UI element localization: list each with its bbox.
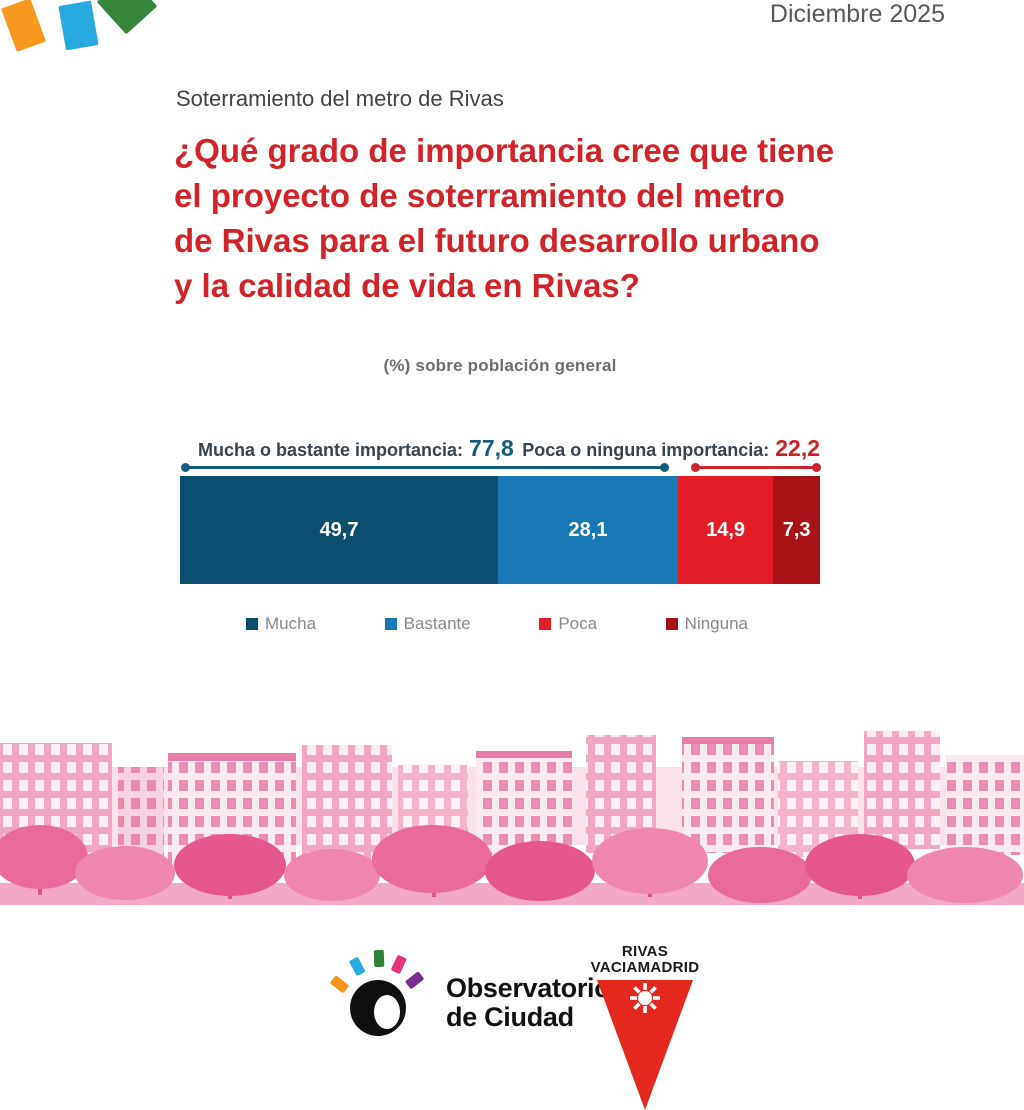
group-label: Poca o ninguna importancia:: [522, 440, 770, 460]
segment-value: 49,7: [319, 518, 359, 541]
legend-label: Poca: [558, 614, 598, 633]
group-label: Mucha o bastante importancia:: [198, 440, 464, 460]
confetti-orange-icon: [1, 0, 46, 52]
confetti-blue-icon: [58, 0, 99, 51]
bracket-mucha-bastante: [181, 463, 669, 472]
legend-swatch-ninguna: [665, 618, 678, 630]
question-title-line: de Rivas para el futuro desarrollo urban…: [174, 222, 820, 259]
bar: 49,7 28,1 14,9 7,3: [180, 476, 820, 584]
rivas-logo: RIVAS VACIAMADRID: [584, 944, 706, 1110]
observatorio-line1: Observatorio: [446, 973, 611, 1003]
group-value: 22,2: [775, 435, 820, 461]
legend-item-ninguna: Ninguna: [665, 614, 748, 634]
bracket-poca-ninguna: [690, 463, 822, 472]
rivas-line1: RIVAS: [621, 943, 669, 960]
rivas-wordmark: RIVAS VACIAMADRID: [584, 944, 706, 976]
legend-label: Bastante: [403, 614, 471, 633]
group-brackets: [180, 461, 822, 476]
segment-value: 28,1: [568, 518, 608, 541]
stacked-bar-chart: Mucha o bastante importancia: 77,8 Poca o…: [180, 435, 822, 634]
group-annotations: Mucha o bastante importancia: 77,8 Poca o…: [180, 435, 820, 461]
legend-label: Mucha: [265, 614, 317, 633]
question-title: ¿Qué grado de importancia cree que tiene…: [174, 128, 834, 308]
group-annotation-mucha-bastante: Mucha o bastante importancia: 77,8: [198, 435, 514, 462]
question-title-line: el proyecto de soterramiento del metro: [174, 177, 785, 214]
group-value: 77,8: [469, 435, 514, 461]
rivas-line2: VACIAMADRID: [590, 959, 700, 976]
bar-segment-mucha: 49,7: [180, 476, 499, 584]
question-title-line: y la calidad de vida en Rivas?: [174, 267, 640, 304]
legend-swatch-bastante: [384, 618, 397, 630]
legend: Mucha Bastante Poca Ninguna: [180, 614, 820, 634]
question-title-line: ¿Qué grado de importancia cree que tiene: [174, 132, 835, 169]
legend-item-poca: Poca: [539, 614, 597, 634]
legend-swatch-mucha: [246, 618, 258, 630]
section-eyebrow: Soterramiento del metro de Rivas: [176, 86, 504, 111]
legend-item-bastante: Bastante: [384, 614, 471, 634]
legend-item-mucha: Mucha: [246, 614, 316, 634]
group-annotation-poca-ninguna: Poca o ninguna importancia: 22,2: [522, 435, 820, 462]
segment-value: 14,9: [706, 518, 746, 541]
legend-label: Ninguna: [684, 614, 748, 633]
bar-segment-bastante: 28,1: [498, 476, 678, 584]
cityscape-image: [0, 705, 1024, 905]
report-date: Diciembre 2025: [769, 0, 945, 28]
bar-segment-poca: 14,9: [677, 476, 774, 584]
legend-swatch-poca: [539, 618, 552, 630]
segment-value: 7,3: [782, 518, 811, 541]
rivas-mark-icon: [597, 980, 693, 1110]
chart-subtitle: (%) sobre población general: [383, 356, 617, 375]
observatorio-logo: Observatorio de Ciudad: [330, 946, 611, 1036]
observatorio-mark-icon: [330, 949, 424, 1036]
bar-segment-ninguna: 7,3: [773, 476, 820, 584]
confetti-green-icon: [96, 0, 158, 35]
